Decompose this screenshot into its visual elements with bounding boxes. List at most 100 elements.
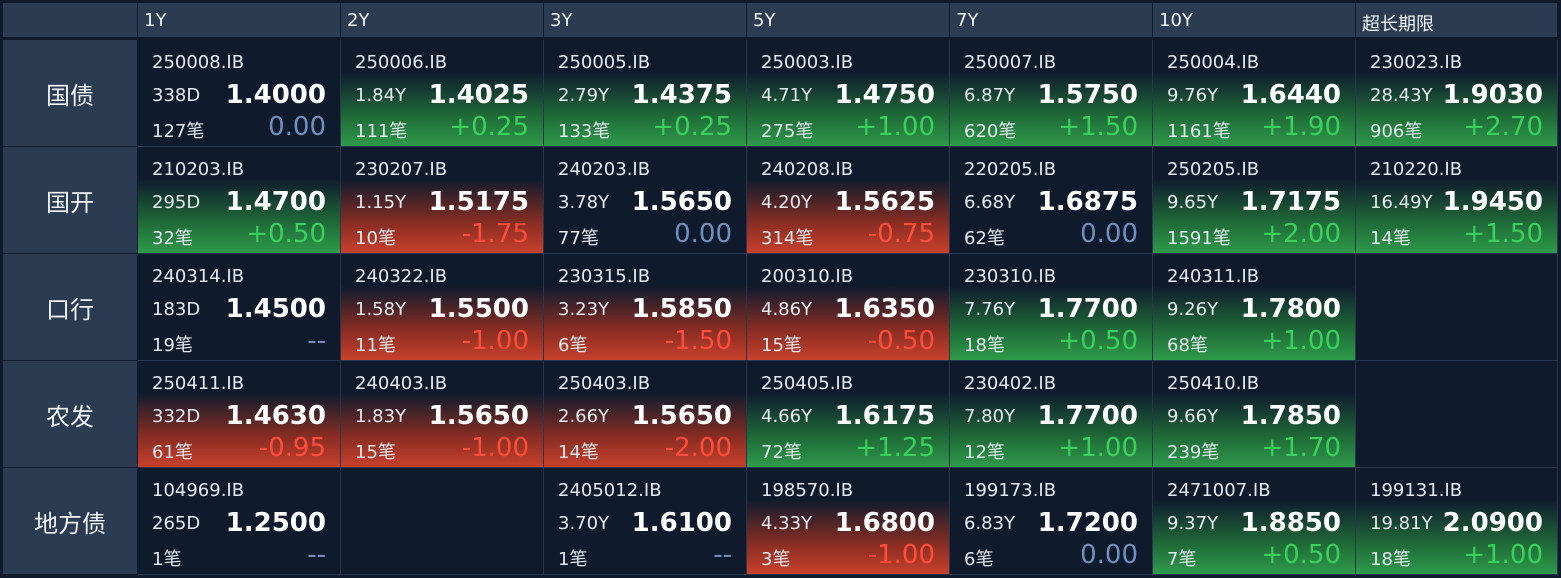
bond-cell[interactable]: 250403.IB 2.66Y 1.5650 14笔 -2.00 [544,361,747,468]
bond-cell[interactable]: 230023.IB 28.43Y 1.9030 906笔 +2.70 [1356,40,1558,147]
bond-cell[interactable]: 2471007.IB 9.37Y 1.8850 7笔 +0.50 [1153,468,1356,575]
bond-yield: 1.5850 [631,294,732,324]
bond-cell[interactable]: 250007.IB 6.87Y 1.5750 620笔 +1.50 [950,40,1153,147]
bond-cell[interactable]: 230310.IB 7.76Y 1.7700 18笔 +0.50 [950,254,1153,361]
bond-yield: 1.6350 [834,294,935,324]
bond-cell[interactable]: 2405012.IB 3.70Y 1.6100 1笔 -- [544,468,747,575]
bond-code: 240403.IB [355,373,448,394]
bond-code: 230402.IB [964,373,1057,394]
bond-cell[interactable]: 250006.IB 1.84Y 1.4025 111笔 +0.25 [341,40,544,147]
deal-count: 14笔 [558,442,599,463]
bond-tenor: 16.49Y [1370,192,1433,213]
bond-yield: 1.5650 [631,401,732,431]
bond-tenor: 3.70Y [558,513,610,534]
bond-tenor: 7.76Y [964,299,1016,320]
deal-count: 111笔 [355,121,408,142]
bond-cell[interactable]: 199173.IB 6.83Y 1.7200 6笔 0.00 [950,468,1153,575]
bond-cell[interactable]: 210203.IB 295D 1.4700 32笔 +0.50 [138,147,341,254]
bond-code: 250405.IB [761,373,854,394]
bond-cell[interactable]: 199131.IB 19.81Y 2.0900 18笔 +1.00 [1356,468,1558,575]
bond-cell[interactable]: 240322.IB 1.58Y 1.5500 11笔 -1.00 [341,254,544,361]
row-label-3[interactable]: 农发 [3,361,137,467]
bond-yield: 1.7200 [1037,508,1138,538]
bond-cell[interactable]: 104969.IB 265D 1.2500 1笔 -- [138,468,341,575]
bond-cell[interactable]: 250008.IB 338D 1.4000 127笔 0.00 [138,40,341,147]
yield-change: +0.50 [1058,326,1138,356]
bond-yield: 1.5500 [428,294,529,324]
bond-cell[interactable]: 230207.IB 1.15Y 1.5175 10笔 -1.75 [341,147,544,254]
bond-yield: 1.9450 [1442,187,1543,217]
bond-cell[interactable]: 250405.IB 4.66Y 1.6175 72笔 +1.25 [747,361,950,468]
column-header-3[interactable]: 5Y [747,3,950,37]
bond-cell[interactable]: 240311.IB 9.26Y 1.7800 68笔 +1.00 [1153,254,1356,361]
row-label-0[interactable]: 国债 [3,40,137,146]
bond-yield: 1.9030 [1442,80,1543,110]
column-header-6[interactable]: 超长期限 [1356,3,1558,37]
yield-change: -- [307,540,326,570]
yield-change: +2.00 [1261,219,1341,249]
bond-code: 199173.IB [964,480,1057,501]
bond-cell[interactable]: 220205.IB 6.68Y 1.6875 62笔 0.00 [950,147,1153,254]
yield-change: +1.25 [855,433,935,463]
bond-cell[interactable]: 250004.IB 9.76Y 1.6440 1161笔 +1.90 [1153,40,1356,147]
bond-cell[interactable]: 240208.IB 4.20Y 1.5625 314笔 -0.75 [747,147,950,254]
bond-tenor: 6.83Y [964,513,1016,534]
deal-count: 6笔 [964,549,994,570]
column-header-label: 2Y [347,10,370,31]
yield-change: 0.00 [1080,540,1138,570]
column-header-2[interactable]: 3Y [544,3,747,37]
bond-cell[interactable]: 240203.IB 3.78Y 1.5650 77笔 0.00 [544,147,747,254]
bond-yield: 1.7175 [1240,187,1341,217]
deal-count: 18笔 [964,335,1005,356]
yield-change: -1.00 [461,326,529,356]
bond-code: 230315.IB [558,266,651,287]
bond-cell[interactable]: 230402.IB 7.80Y 1.7700 12笔 +1.00 [950,361,1153,468]
bond-tenor: 9.65Y [1167,192,1219,213]
bond-tenor: 1.83Y [355,406,407,427]
row-label-4[interactable]: 地方债 [3,468,137,574]
bond-cell[interactable]: 230315.IB 3.23Y 1.5850 6笔 -1.50 [544,254,747,361]
row-label-2[interactable]: 口行 [3,254,137,360]
bond-cell[interactable]: 210220.IB 16.49Y 1.9450 14笔 +1.50 [1356,147,1558,254]
empty-cell [341,468,544,575]
yield-change: +0.25 [652,112,732,142]
bond-cell[interactable]: 250410.IB 9.66Y 1.7850 239笔 +1.70 [1153,361,1356,468]
bond-yield: 1.4630 [225,401,326,431]
deal-count: 1笔 [558,549,588,570]
bond-cell[interactable]: 200310.IB 4.86Y 1.6350 15笔 -0.50 [747,254,950,361]
bond-cell[interactable]: 250411.IB 332D 1.4630 61笔 -0.95 [138,361,341,468]
deal-count: 1591笔 [1167,228,1231,249]
bond-tenor: 2.79Y [558,85,610,106]
bond-code: 250410.IB [1167,373,1260,394]
bond-yield: 1.6800 [834,508,935,538]
bond-cell[interactable]: 240403.IB 1.83Y 1.5650 15笔 -1.00 [341,361,544,468]
bond-cell[interactable]: 250205.IB 9.65Y 1.7175 1591笔 +2.00 [1153,147,1356,254]
column-header-4[interactable]: 7Y [950,3,1153,37]
bond-yield: 1.7850 [1240,401,1341,431]
bond-cell[interactable]: 240314.IB 183D 1.4500 19笔 -- [138,254,341,361]
yield-change: -2.00 [664,433,732,463]
bond-tenor: 4.71Y [761,85,813,106]
empty-cell [1356,254,1558,361]
bond-tenor: 1.15Y [355,192,407,213]
bond-yield: 1.5625 [834,187,935,217]
bond-yield: 1.5650 [631,187,732,217]
bond-code: 104969.IB [152,480,245,501]
column-header-1[interactable]: 2Y [341,3,544,37]
yield-change: +1.00 [1058,433,1138,463]
bond-cell[interactable]: 198570.IB 4.33Y 1.6800 3笔 -1.00 [747,468,950,575]
column-header-label: 10Y [1159,10,1193,31]
bond-yield: 1.6100 [631,508,732,538]
yield-change: -1.75 [461,219,529,249]
yield-change: +0.50 [246,219,326,249]
row-label-1[interactable]: 国开 [3,147,137,253]
deal-count: 61笔 [152,442,193,463]
bond-cell[interactable]: 250005.IB 2.79Y 1.4375 133笔 +0.25 [544,40,747,147]
yield-change: +0.25 [449,112,529,142]
column-header-0[interactable]: 1Y [138,3,341,37]
bond-cell[interactable]: 250003.IB 4.71Y 1.4750 275笔 +1.00 [747,40,950,147]
deal-count: 1笔 [152,549,182,570]
column-header-5[interactable]: 10Y [1153,3,1356,37]
deal-count: 77笔 [558,228,599,249]
